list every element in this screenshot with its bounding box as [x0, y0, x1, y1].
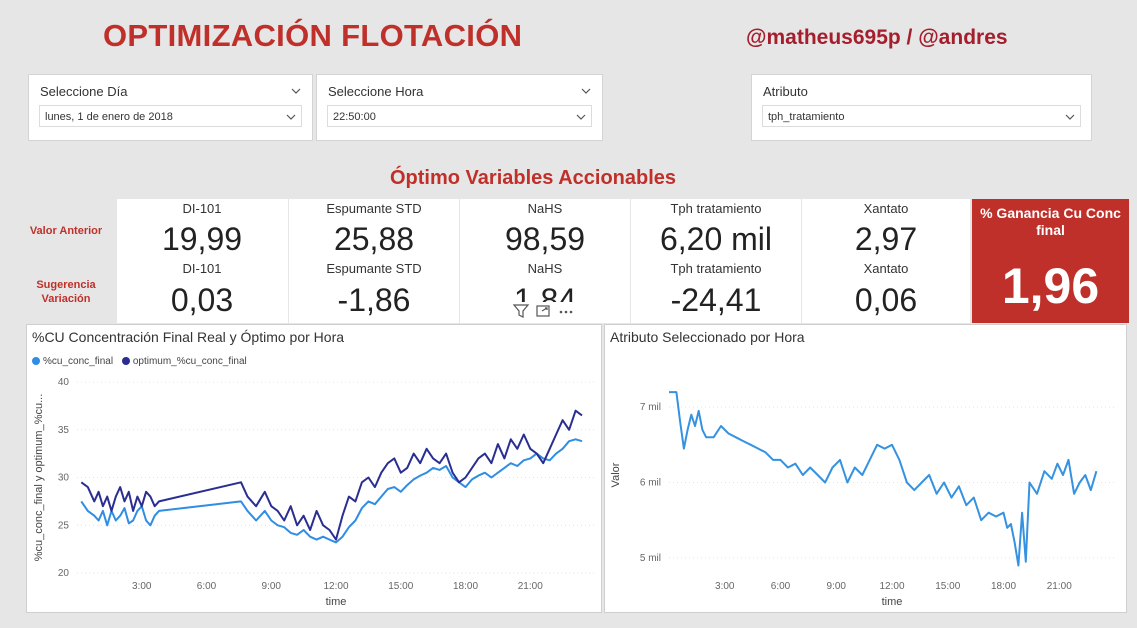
chart-legend: %cu_conc_final optimum_%cu_conc_final — [32, 356, 247, 367]
x-tick-label: 12:00 — [879, 581, 904, 592]
legend-item[interactable]: %cu_conc_final — [32, 356, 113, 367]
attribute-slicer: Atributo tph_tratamiento — [751, 74, 1092, 141]
y-tick-label: 20 — [58, 568, 70, 579]
kpi-card-di101: DI-101 19,99 DI-101 0,03 — [117, 199, 288, 323]
kpi-suggestion-value: 0,06 — [854, 282, 918, 318]
chevron-down-icon — [285, 111, 297, 123]
gain-value: 1,96 — [1001, 258, 1100, 314]
kpi-name: Espumante STD — [326, 261, 422, 276]
x-tick-label: 9:00 — [262, 581, 282, 592]
kpi-name: Tph tratamiento — [670, 261, 762, 276]
kpi-previous-value: 2,97 — [854, 221, 918, 257]
page-title: OPTIMIZACIÓN FLOTACIÓN — [103, 18, 523, 53]
section-title: Óptimo Variables Accionables — [390, 167, 677, 189]
attribute-slicer-label: Atributo — [763, 84, 808, 99]
y-tick-label: 25 — [58, 520, 70, 531]
y-tick-label: 6 mil — [640, 478, 661, 489]
attribute-line-chart[interactable]: 5 mil 6 mil 7 mil 3:00 6:00 9:00 12:00 15:00 18:… — [605, 325, 1128, 614]
kpi-name: Tph tratamiento — [670, 201, 762, 216]
hour-dropdown[interactable]: 22:50:00 — [327, 105, 592, 127]
y-axis-title: %cu_conc_final y optimum_%cu... — [33, 394, 45, 562]
series-line — [80, 438, 583, 544]
chart-title: Atributo Seleccionado por Hora — [610, 329, 805, 345]
cu-line-chart[interactable]: 20 25 30 35 40 3:00 6:00 9:00 12:00 15:00 18:00 21:… — [27, 325, 603, 614]
kpi-name: DI-101 — [182, 261, 222, 276]
gain-card: % Ganancia Cu Conc final 1,96 — [972, 199, 1129, 323]
filter-icon[interactable] — [512, 302, 530, 320]
x-tick-label: 6:00 — [197, 581, 217, 592]
x-axis-title: time — [882, 596, 903, 608]
focus-mode-icon[interactable] — [534, 302, 552, 320]
x-tick-label: 9:00 — [827, 581, 847, 592]
day-dropdown[interactable]: lunes, 1 de enero de 2018 — [39, 105, 302, 127]
day-slicer-label: Seleccione Día — [40, 84, 128, 99]
kpi-name: NaHS — [527, 201, 563, 216]
day-slicer: Seleccione Día lunes, 1 de enero de 2018 — [28, 74, 313, 141]
kpi-suggestion-value: -24,41 — [670, 282, 762, 318]
x-tick-label: 3:00 — [132, 581, 152, 592]
author-credits: @matheus695p / @andres — [746, 26, 1008, 49]
row-label-previous: Valor Anterior — [29, 225, 103, 237]
y-tick-label: 7 mil — [640, 402, 661, 413]
legend-dot — [121, 357, 130, 365]
x-tick-label: 6:00 — [771, 581, 791, 592]
hour-slicer: Seleccione Hora 22:50:00 — [316, 74, 603, 141]
hour-dropdown-value: 22:50:00 — [333, 111, 376, 123]
legend-label: optimum_%cu_conc_final — [132, 356, 247, 367]
kpi-previous-value: 25,88 — [333, 221, 415, 257]
x-tick-label: 15:00 — [388, 581, 413, 592]
chart-panel-cu: %CU Concentración Final Real y Óptimo po… — [26, 324, 602, 613]
chart-title: %CU Concentración Final Real y Óptimo po… — [32, 329, 345, 345]
x-tick-label: 21:00 — [1047, 581, 1072, 592]
attribute-dropdown[interactable]: tph_tratamiento — [762, 105, 1081, 127]
kpi-suggestion-value: -1,86 — [337, 282, 411, 318]
more-options-icon[interactable] — [557, 302, 575, 320]
chart-panel-attribute: Atributo Seleccionado por Hora 5 mil 6 mi… — [604, 324, 1127, 613]
kpi-card-xantato: Xantato 2,97 Xantato 0,06 — [802, 199, 970, 323]
legend-label: %cu_conc_final — [43, 356, 114, 367]
y-axis-title: Valor — [610, 462, 622, 487]
gain-label: % Ganancia Cu Conc final — [980, 205, 1121, 238]
row-label-suggestion: Sugerencia Variación — [36, 279, 96, 305]
legend-item[interactable]: optimum_%cu_conc_final — [121, 356, 247, 367]
kpi-card-nahs: NaHS 98,59 NaHS 1,84 — [460, 199, 630, 323]
attribute-dropdown-value: tph_tratamiento — [768, 111, 845, 123]
series-line — [669, 391, 1098, 567]
x-tick-label: 12:00 — [323, 581, 348, 592]
kpi-card-espumante: Espumante STD 25,88 Espumante STD -1,86 — [289, 199, 459, 323]
y-tick-label: 35 — [58, 425, 70, 436]
hour-slicer-label: Seleccione Hora — [328, 84, 424, 99]
kpi-name: Xantato — [863, 261, 909, 276]
kpi-name: NaHS — [527, 261, 563, 276]
y-tick-label: 30 — [58, 473, 70, 484]
x-tick-label: 3:00 — [715, 581, 735, 592]
x-tick-label: 21:00 — [518, 581, 543, 592]
x-tick-label: 15:00 — [935, 581, 960, 592]
legend-dot — [32, 357, 40, 365]
kpi-name: DI-101 — [182, 201, 222, 216]
kpi-card-tph: Tph tratamiento 6,20 mil Tph tratamiento… — [631, 199, 801, 323]
kpi-suggestion-value: 0,03 — [170, 282, 234, 318]
x-tick-label: 18:00 — [991, 581, 1016, 592]
kpi-name: Xantato — [863, 201, 909, 216]
x-axis-title: time — [326, 596, 347, 608]
visual-header-toolbar — [510, 302, 577, 322]
chevron-down-icon — [1064, 111, 1076, 123]
kpi-previous-value: 6,20 mil — [659, 221, 773, 257]
chevron-down-icon — [575, 111, 587, 123]
kpi-previous-value: 98,59 — [504, 221, 586, 257]
day-dropdown-value: lunes, 1 de enero de 2018 — [45, 111, 173, 123]
chevron-down-icon[interactable] — [290, 85, 302, 97]
y-tick-label: 5 mil — [640, 553, 661, 564]
y-tick-label: 40 — [58, 377, 70, 388]
kpi-name: Espumante STD — [326, 201, 422, 216]
chevron-down-icon[interactable] — [580, 85, 592, 97]
kpi-previous-value: 19,99 — [161, 221, 243, 257]
series-line — [80, 409, 583, 541]
x-tick-label: 18:00 — [453, 581, 478, 592]
